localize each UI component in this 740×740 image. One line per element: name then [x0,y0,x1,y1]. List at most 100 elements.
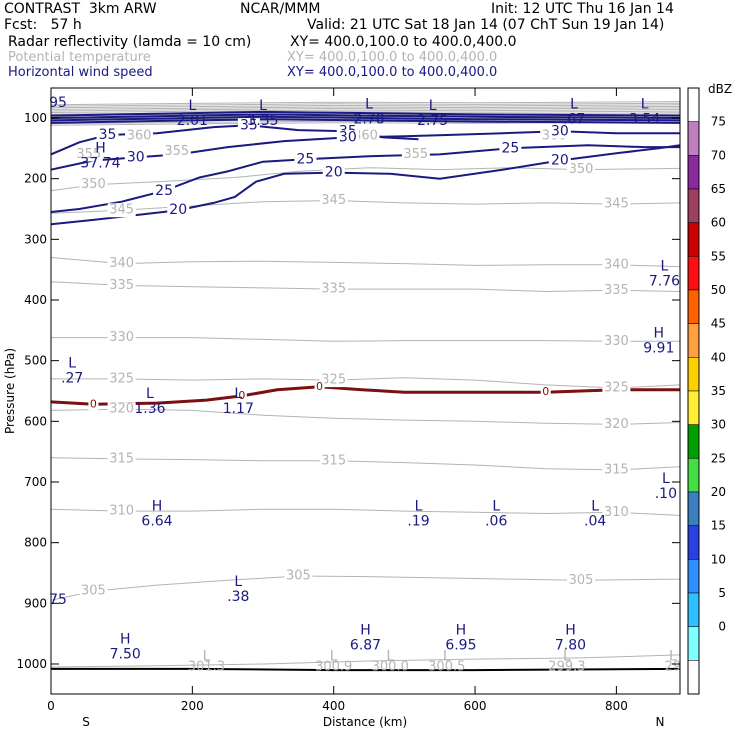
theta-label-bg [319,373,348,388]
y-tick-label: 200 [24,172,47,186]
freezing-label: 0 [238,389,245,402]
colorbar-swatch [687,525,700,560]
theta-label-bg [107,330,136,345]
theta-label-360: 360 [353,129,378,144]
extremum-value: .67 [563,112,585,128]
colorbar-level-label: 40 [711,350,726,364]
extremum-value: 1.36 [134,401,165,417]
extremum-value: 6.64 [141,513,172,529]
wind-label-bg [153,183,176,198]
theta-label-305: 305 [569,573,594,588]
extremum-low-marker: L [570,97,578,113]
forecast-hour: Fcst: 57 h [4,17,82,33]
theta-contour-upper [51,101,680,106]
wind-label-30: 30 [127,149,145,165]
x-tick-label: 200 [181,699,204,713]
wind-label-25: 25 [155,183,173,199]
extremum-value: 7.76 [649,274,680,290]
theta-contour-310 [51,508,680,516]
extremum-low-marker: L [661,259,669,275]
theta-low-marker: L [203,649,211,665]
colorbar-level-label: 50 [711,283,726,297]
colorbar-frame [687,87,700,695]
theta-label-320: 320 [109,402,134,417]
colorbar-level-label: 30 [711,418,726,432]
freeze-label-bg [540,386,551,399]
theta-low-value: 300.9 [315,660,352,675]
field-reflectivity: Radar reflectivity (lamda = 10 cm) [8,34,252,50]
theta-label-bg [319,453,348,468]
theta-label-bg [567,162,596,177]
theta-label-305: 305 [81,584,106,599]
theta-low-marker: L [669,649,677,665]
y-tick-label: 100 [24,111,47,125]
theta-label-bg [284,569,313,584]
theta-label-315: 315 [604,462,629,477]
wind-label-35: 35 [99,127,117,143]
theta-contour-upper [51,107,680,112]
theta-label-bg [74,147,103,162]
extremum-low-marker: L [415,498,423,514]
y-tick-label: 300 [24,232,47,246]
wind-contour-25 [51,144,680,213]
model-title: CONTRAST 3km ARW [4,1,157,17]
extremum-low-marker: L [188,98,196,114]
wind-label-20: 20 [325,165,343,181]
extrema-labels: H37.74L2.01L3.35L2.78L2.75L.67L3.54L7.76… [49,95,681,675]
wind-contour-jet [51,113,680,119]
extremum-value: 7.50 [110,647,141,663]
colorbar-level-label: 20 [711,485,726,499]
edge-wind-label: 95 [49,95,67,111]
extremum-value: 2.01 [177,113,208,129]
colorbar-level-label: 45 [711,317,726,331]
theta-contour-320 [51,408,680,425]
valid-time: Valid: 21 UTC Sat 18 Jan 14 (07 ChT Sun … [307,17,665,33]
wind-contour-20 [51,144,680,226]
field-theta-xy: XY= 400.0,100.0 to 400.0,400.0 [287,50,498,65]
theta-label-310: 310 [109,504,134,519]
extremum-value: .27 [61,371,83,387]
theta-label-355: 355 [403,147,428,162]
theta-label-360: 360 [127,129,152,144]
extremum-high-marker: H [152,498,163,514]
extremum-high-marker: H [456,623,467,639]
theta-contour-325 [51,377,680,389]
extremum-value: 6.87 [350,638,381,654]
edge-wind-label: 75 [49,592,67,608]
theta-label-355: 355 [76,147,101,162]
theta-contour-345 [51,199,680,214]
x-tick-label: 400 [322,699,345,713]
theta-label-bg [162,144,191,159]
extremum-value: .04 [584,513,606,529]
extremum-value: .19 [407,513,429,529]
surface-line [51,667,680,672]
theta-label-bg [125,129,154,144]
wind-label-bg [548,153,571,168]
x-end-label-south: S [82,715,90,729]
theta-label-350: 350 [81,177,106,192]
x-axis-label: Distance (km) [323,715,407,729]
extremum-high-marker: H [654,325,665,341]
theta-contour-315 [51,457,680,471]
freeze-label-bg [314,380,325,393]
theta-low-value: 300.5 [428,660,465,675]
colorbar-level-label: 15 [711,519,726,533]
theta-label-335: 335 [109,278,134,293]
colorbar-swatch [687,323,700,358]
colorbar-level-label: 55 [711,249,726,263]
wind-label-20: 20 [169,202,187,218]
y-tick-label: 1000 [16,657,47,671]
extremum-value: 2.75 [417,113,448,129]
theta-label-310: 310 [604,505,629,520]
theta-label-bg [567,573,596,588]
wind-label-30: 30 [551,123,569,139]
theta-label-345: 345 [604,197,629,212]
extremum-low-marker: L [591,498,599,514]
freeze-label-bg [88,398,99,411]
y-tick-label: 700 [24,475,47,489]
field-wind-xy: XY= 400.0,100.0 to 400.0,400.0 [287,65,498,80]
x-tick-label: 600 [464,699,487,713]
theta-label-bg [602,380,631,395]
colorbar-unit: dBZ [708,82,732,96]
